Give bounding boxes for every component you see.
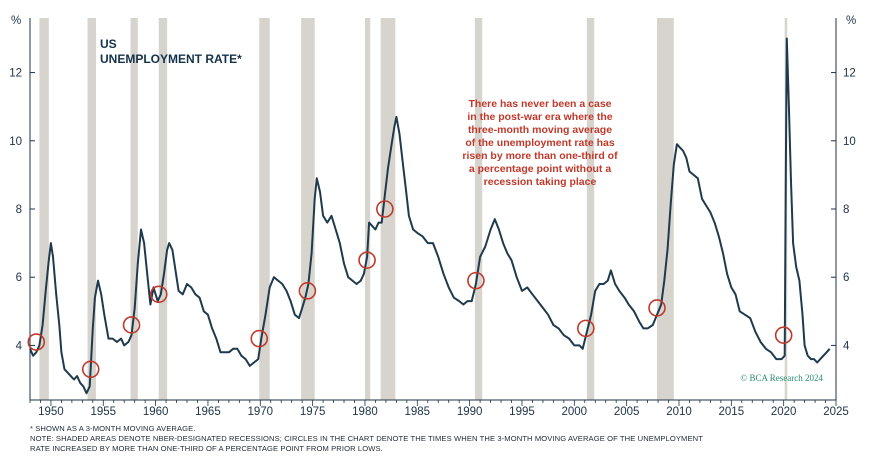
unemployment-chart: % % 4 4 6 6 8 8 10 10 12 12 1950 1955 1960 1965 1970 19… <box>9 15 856 418</box>
x-tick-label-1965: 1965 <box>195 406 221 418</box>
recession-band-8 <box>474 18 483 400</box>
y-tick-label-left-6: 6 <box>16 272 22 284</box>
recession-band-7 <box>380 18 396 400</box>
annotation-line-5: a percentage point without a <box>469 163 612 175</box>
y-tick-label-left-10: 10 <box>9 136 22 148</box>
x-tick-label-1960: 1960 <box>143 406 169 418</box>
y-tick-label-left-12: 12 <box>9 68 22 80</box>
x-tick-label-1980: 1980 <box>352 406 378 418</box>
recession-band-4 <box>259 18 270 400</box>
increase-circle-6 <box>358 251 376 269</box>
increase-circle-0 <box>27 333 46 351</box>
x-tick-label-1975: 1975 <box>300 406 326 418</box>
y-tick-label-right-10: 10 <box>843 136 856 148</box>
annotation-line-2: three-month moving average <box>468 124 612 136</box>
recession-band-3 <box>158 18 168 400</box>
x-tick-label-1970: 1970 <box>247 406 273 418</box>
increase-circle-8 <box>467 271 485 290</box>
y-tick-label-right-4: 4 <box>843 340 850 352</box>
increase-circle-11 <box>774 326 793 344</box>
left-unit-label: % <box>11 15 21 27</box>
annotation-line-3: of the unemployment rate has <box>465 137 615 149</box>
x-tick-label-2005: 2005 <box>614 406 640 418</box>
increase-circle-9 <box>577 319 595 338</box>
ticks: 4 4 6 6 8 8 10 10 12 12 1950 1955 1960 1965 1970 1975 19… <box>9 68 856 418</box>
increase-circle-2 <box>122 316 141 334</box>
recession-band-6 <box>364 18 371 400</box>
annotation-line-0: There has never been a case <box>469 98 612 110</box>
increase-circle-3 <box>149 285 168 304</box>
x-tick-label-1950: 1950 <box>38 406 64 418</box>
increase-circle-7 <box>376 200 394 218</box>
x-tick-label-1955: 1955 <box>90 406 116 418</box>
y-tick-label-right-12: 12 <box>843 68 856 80</box>
x-tick-label-2015: 2015 <box>719 406 745 418</box>
chart-title: US <box>100 37 117 51</box>
note-line-1: NOTE: SHADED AREAS DENOTE NBER-DESIGNATE… <box>30 434 703 443</box>
increase-circles <box>27 200 793 379</box>
y-tick-label-left-8: 8 <box>16 204 22 216</box>
recession-band-0 <box>39 18 49 400</box>
annotation-line-6: recession taking place <box>484 176 597 188</box>
x-tick-label-1985: 1985 <box>405 406 431 418</box>
chart-subtitle: UNEMPLOYMENT RATE* <box>100 52 242 66</box>
recession-band-1 <box>87 18 96 400</box>
increase-circle-4 <box>250 329 269 348</box>
x-tick-label-2020: 2020 <box>771 406 797 418</box>
recession-band-2 <box>130 18 138 400</box>
annotation-line-1: in the post-war era where the <box>467 111 612 123</box>
x-tick-label-2000: 2000 <box>562 406 588 418</box>
recession-band-5 <box>301 18 315 400</box>
y-tick-label-left-4: 4 <box>16 340 23 352</box>
unemployment-rate-line <box>29 37 831 395</box>
recession-bands <box>39 18 788 400</box>
right-unit-label: % <box>846 15 856 27</box>
annotation-line-4: risen by more than one-third of <box>462 150 618 162</box>
x-tick-label-1990: 1990 <box>457 406 483 418</box>
increase-circle-1 <box>81 360 100 379</box>
x-tick-label-2010: 2010 <box>666 406 692 418</box>
source-credit: © BCA Research 2024 <box>740 373 823 383</box>
increase-circle-10 <box>648 299 666 317</box>
x-tick-label-1995: 1995 <box>509 406 535 418</box>
chart-notes: * SHOWN AS A 3-MONTH MOVING AVERAGE. NOT… <box>30 424 860 454</box>
y-tick-label-right-8: 8 <box>843 204 849 216</box>
x-tick-label-2025: 2025 <box>823 406 849 418</box>
footnote: * SHOWN AS A 3-MONTH MOVING AVERAGE. <box>30 424 196 433</box>
increase-circle-5 <box>298 282 317 300</box>
note-line-2: RATE INCREASED BY MORE THAN ONE-THIRD OF… <box>30 444 383 453</box>
y-tick-label-right-6: 6 <box>843 272 849 284</box>
recession-band-9 <box>586 18 595 400</box>
